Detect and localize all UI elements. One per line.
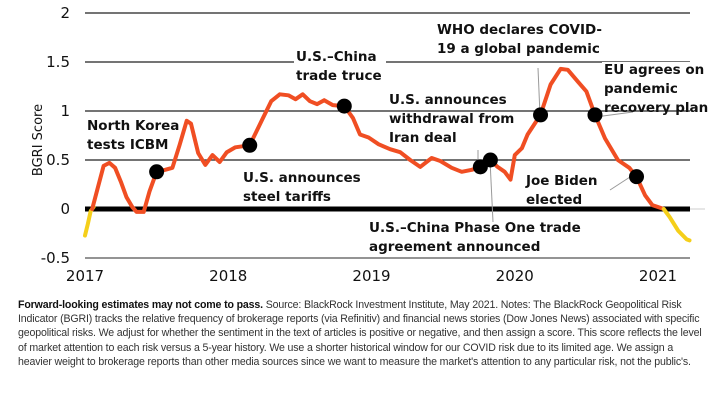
label-background [389,90,525,108]
annotations: North Korea tests ICBM U.S. announces steel… [87,22,708,255]
bgri-line-chart: -0.5 0 0.5 1 1.5 2 2017 2018 2019 2020 2021 BGRI … [31,4,710,285]
y-tick-label: 1.5 [46,53,70,71]
annotation-line: North Korea [87,118,179,134]
annotation-line: Iran deal [389,130,457,146]
annotation-label: Joe Biden elected [525,173,598,208]
annotation-line: agreement announced [369,239,540,255]
annotation-line: U.S.–China Phase One trade [369,220,581,236]
x-tick-label: 2019 [352,267,390,285]
x-tick-label: 2021 [639,267,677,285]
annotation-line: U.S.–China [296,49,377,65]
annotation-leader-line [537,67,541,116]
event-marker [533,107,549,123]
annotation-line: pandemic [604,81,678,97]
annotation-label: North Korea tests ICBM [87,118,179,153]
label-background [294,50,386,66]
event-marker [629,169,645,185]
annotation-label: EU agrees on pandemic recovery plan [604,62,708,116]
annotation-line: steel tariffs [243,189,331,205]
annotation-line: U.S. announces [389,92,507,108]
event-marker [242,137,258,153]
annotation-leader-line [609,176,631,191]
y-axis-label: BGRI Score [31,104,46,176]
gridlines [85,12,710,259]
y-tick-label: 0.5 [46,151,70,169]
annotation-line: tests ICBM [87,137,169,153]
annotation-line: recovery plan [604,100,708,116]
event-marker [587,107,603,123]
y-tick-label: 0 [60,200,70,218]
annotation-label: U.S. announces withdrawal from Iran deal [389,92,514,146]
y-tick-label: 1 [60,102,70,120]
series-lines [83,66,692,243]
label-background [602,62,710,80]
footnote-disclaimer: Forward-looking estimates may not come t… [18,299,263,311]
series-line-2 [661,207,692,243]
x-axis-ticks: 2017 2018 2019 2020 2021 [66,267,677,285]
annotation-line: withdrawal from [389,111,514,127]
annotation-line: Joe Biden [525,173,598,189]
annotation-line: elected [526,192,582,208]
label-background [436,20,596,38]
annotation-label: U.S.–China Phase One trade agreement anno… [369,220,581,255]
event-marker [149,164,165,180]
footnote-text: Source: BlackRock Investment Institute, … [18,299,702,368]
event-markers [149,98,645,185]
footnote: Forward-looking estimates may not come t… [18,298,708,369]
y-tick-label: 2 [60,4,70,22]
annotation-leader-line [489,159,494,223]
event-marker [336,98,352,114]
annotation-line: trade truce [296,68,382,84]
x-tick-label: 2020 [496,267,534,285]
y-axis-ticks: -0.5 0 0.5 1 1.5 2 [41,4,70,267]
annotation-label: WHO declares COVID- 19 a global pandemic [437,22,602,57]
series-line-1 [90,66,666,214]
annotation-line: EU agrees on [604,62,704,78]
annotation-line: U.S. announces [243,170,361,186]
annotation-label: U.S.–China trade truce [296,49,382,84]
event-marker [482,152,498,168]
x-tick-label: 2018 [209,267,247,285]
annotation-label: U.S. announces steel tariffs [243,170,361,205]
y-tick-label: -0.5 [41,249,70,267]
annotation-line: 19 a global pandemic [437,41,600,57]
x-tick-label: 2017 [66,267,104,285]
annotation-line: WHO declares COVID- [437,22,602,38]
